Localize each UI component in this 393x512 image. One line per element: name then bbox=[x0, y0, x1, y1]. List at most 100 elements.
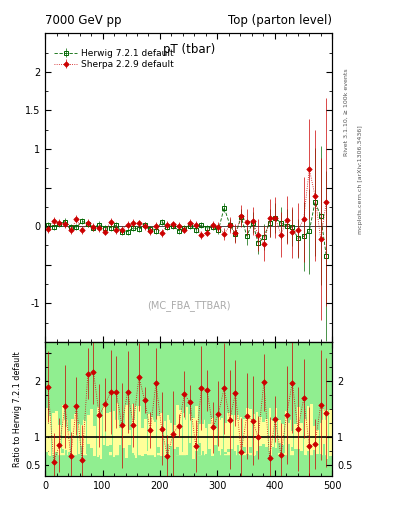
Bar bbox=[237, 407, 239, 460]
Bar bbox=[125, 404, 128, 458]
Bar bbox=[284, 368, 287, 453]
Bar bbox=[49, 416, 51, 456]
Bar bbox=[160, 374, 163, 470]
Bar bbox=[141, 395, 144, 460]
Bar bbox=[62, 404, 64, 449]
Bar bbox=[272, 360, 274, 463]
Bar bbox=[141, 429, 144, 456]
Bar bbox=[179, 408, 182, 454]
Bar bbox=[87, 349, 90, 456]
Bar bbox=[217, 345, 220, 459]
Bar bbox=[183, 413, 185, 452]
Bar bbox=[81, 376, 83, 465]
Bar bbox=[211, 418, 214, 456]
Bar bbox=[281, 401, 284, 460]
Bar bbox=[202, 394, 204, 457]
Bar bbox=[109, 412, 112, 445]
Bar bbox=[52, 394, 55, 452]
Bar bbox=[288, 397, 290, 460]
Bar bbox=[68, 385, 71, 467]
Bar bbox=[326, 410, 329, 459]
Bar bbox=[55, 345, 58, 457]
Bar bbox=[208, 376, 211, 457]
Bar bbox=[74, 414, 77, 453]
Bar bbox=[122, 426, 125, 448]
Bar bbox=[192, 409, 195, 469]
Bar bbox=[131, 401, 134, 460]
Bar bbox=[186, 408, 188, 455]
Bar bbox=[259, 417, 262, 446]
Text: (MC_FBA_TTBAR): (MC_FBA_TTBAR) bbox=[147, 300, 230, 311]
Bar bbox=[151, 417, 153, 455]
Bar bbox=[320, 382, 322, 461]
Bar bbox=[198, 352, 201, 455]
Bar bbox=[144, 419, 147, 454]
Bar bbox=[240, 399, 242, 474]
Bar bbox=[176, 405, 179, 447]
Text: 7000 GeV pp: 7000 GeV pp bbox=[45, 14, 122, 27]
Bar bbox=[109, 384, 112, 452]
Bar bbox=[252, 396, 255, 461]
Bar bbox=[227, 377, 230, 452]
Bar bbox=[243, 419, 246, 447]
Bar bbox=[170, 385, 173, 461]
Bar bbox=[138, 406, 141, 454]
Bar bbox=[240, 417, 242, 455]
Bar bbox=[189, 414, 191, 443]
Bar bbox=[310, 390, 313, 452]
Bar bbox=[214, 383, 217, 459]
Bar bbox=[154, 422, 156, 457]
Bar bbox=[163, 374, 166, 457]
Bar bbox=[87, 415, 90, 444]
Bar bbox=[307, 400, 310, 461]
Bar bbox=[125, 362, 128, 458]
Bar bbox=[262, 359, 265, 467]
Bar bbox=[90, 409, 93, 448]
Bar bbox=[259, 391, 262, 471]
Bar bbox=[122, 356, 125, 463]
Bar bbox=[129, 430, 131, 444]
Bar bbox=[112, 350, 115, 462]
Bar bbox=[55, 411, 58, 453]
Bar bbox=[84, 364, 86, 454]
Bar bbox=[281, 424, 284, 445]
Bar bbox=[323, 409, 325, 444]
Text: mcplots.cern.ch [arXiv:1306.3436]: mcplots.cern.ch [arXiv:1306.3436] bbox=[358, 125, 363, 233]
Bar bbox=[275, 390, 278, 464]
Bar bbox=[157, 416, 160, 447]
Bar bbox=[147, 393, 150, 451]
Bar bbox=[256, 412, 258, 451]
Legend: Herwig 7.2.1 default, Sherpa 2.2.9 default: Herwig 7.2.1 default, Sherpa 2.2.9 defau… bbox=[53, 47, 175, 71]
Bar bbox=[268, 399, 271, 470]
Bar bbox=[265, 383, 268, 466]
Bar bbox=[233, 376, 236, 466]
Bar bbox=[103, 362, 106, 467]
Bar bbox=[285, 411, 287, 453]
Bar bbox=[46, 408, 48, 453]
Bar bbox=[205, 428, 208, 454]
Bar bbox=[265, 419, 268, 447]
Bar bbox=[329, 409, 332, 456]
Bar bbox=[227, 413, 230, 449]
Bar bbox=[103, 406, 105, 444]
Bar bbox=[218, 412, 220, 451]
Bar bbox=[313, 425, 316, 450]
Bar bbox=[106, 413, 109, 446]
Bar bbox=[291, 431, 294, 447]
Bar bbox=[243, 397, 246, 453]
Bar bbox=[45, 420, 332, 454]
Bar bbox=[77, 362, 80, 469]
Bar bbox=[275, 408, 277, 448]
Bar bbox=[106, 387, 109, 465]
Bar bbox=[246, 409, 249, 454]
Bar bbox=[211, 367, 214, 456]
Bar bbox=[246, 391, 249, 468]
Bar bbox=[64, 346, 68, 464]
Bar bbox=[198, 424, 201, 443]
Bar bbox=[132, 404, 134, 454]
Bar bbox=[52, 413, 55, 452]
Bar bbox=[256, 403, 259, 469]
Bar bbox=[157, 391, 160, 453]
Bar bbox=[148, 414, 150, 451]
Bar bbox=[278, 420, 281, 443]
